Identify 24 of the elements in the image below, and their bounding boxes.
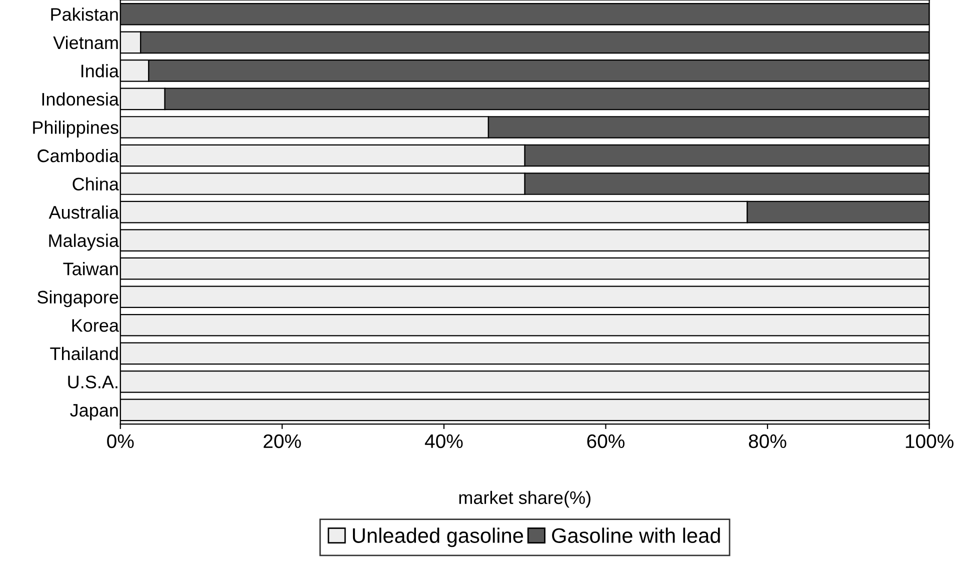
x-tick-label: 40% (424, 434, 463, 448)
y-tick-label: U.S.A. (68, 376, 118, 388)
x-tick-label: 20% (264, 434, 301, 448)
y-tick-label: Pakistan (51, 8, 118, 21)
y-tick-label: Thailand (50, 346, 118, 360)
y-tick-label: China (72, 177, 119, 190)
x-tick-label: 60% (587, 434, 624, 448)
y-tick-label: Korea (72, 319, 119, 332)
y-tick-label: Australia (48, 206, 119, 219)
x-axis-title: market share(%) (459, 490, 590, 508)
x-tick-label: 80% (748, 434, 786, 448)
x-tick-label: 100% (906, 434, 954, 448)
y-tick-label: Singapore (37, 290, 118, 308)
legend-label: Gasoline with lead (552, 528, 720, 543)
y-tick-label: Malaysia (49, 234, 119, 251)
y-tick-label: Vietnam (53, 36, 118, 50)
y-tick-label: Indonesia (42, 92, 119, 106)
y-tick-label: Cambodia (38, 148, 119, 162)
y-tick-label: India (82, 64, 119, 78)
y-tick-label: Philippines (33, 120, 118, 138)
x-tick-label: 0% (107, 434, 134, 448)
y-tick-label: Japan (70, 404, 118, 420)
y-tick-label: Taiwan (63, 262, 118, 276)
legend-label: Unleaded gasoline (352, 528, 524, 548)
